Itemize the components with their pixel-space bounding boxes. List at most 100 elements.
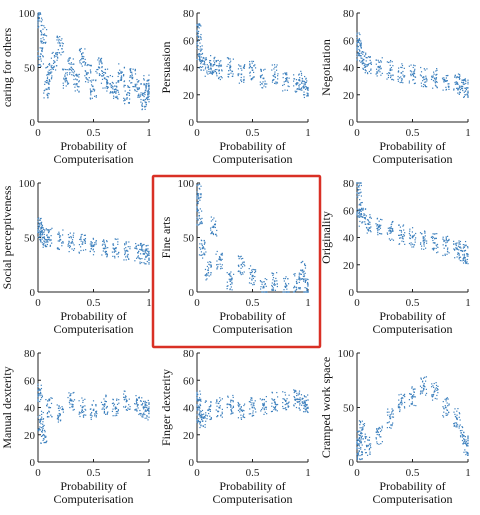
scatter-point-4-12-13 bbox=[299, 279, 301, 281]
scatter-point-1-6-2 bbox=[229, 64, 231, 66]
scatter-point-6-11-24 bbox=[138, 413, 140, 416]
scatter-point-7-4-7 bbox=[220, 415, 222, 417]
scatter-point-6-9-2 bbox=[112, 408, 114, 410]
point-8-1 bbox=[358, 450, 361, 452]
point-3-8 bbox=[103, 247, 106, 250]
scatter-point-4-3-12 bbox=[204, 274, 206, 276]
scatter-point-5-11-22 bbox=[455, 242, 457, 245]
scatter-point-2-2-23 bbox=[364, 63, 366, 65]
scatter-point-3-5-1 bbox=[72, 236, 74, 238]
scatter-point-7-7-11 bbox=[250, 397, 252, 399]
scatter-point-2-3-22 bbox=[365, 70, 367, 72]
scatter-point-7-1-19 bbox=[197, 406, 199, 409]
scatter-point-1-1-25 bbox=[196, 43, 198, 46]
scatter-point-0-17-2 bbox=[123, 73, 125, 76]
scatter-point-1-0-4 bbox=[197, 30, 200, 33]
scatter-point-0-9-3 bbox=[78, 81, 80, 83]
scatter-point-2-0-11 bbox=[358, 32, 360, 34]
scatter-point-2-2-2 bbox=[363, 64, 365, 67]
scatter-point-0-16-24 bbox=[113, 88, 115, 91]
x-axis-label-4: Probability of Computerisation bbox=[213, 309, 293, 336]
scatter-point-7-2-16 bbox=[199, 426, 201, 429]
scatter-point-4-6-14 bbox=[226, 272, 228, 274]
scatter-point-2-7-11 bbox=[410, 64, 412, 66]
scatter-point-8-13-5 bbox=[467, 436, 469, 438]
scatter-point-0-10-2 bbox=[83, 61, 85, 63]
point-7-5 bbox=[229, 403, 232, 406]
scatter-point-6-10-13 bbox=[128, 404, 130, 406]
scatter-point-4-8-24 bbox=[248, 267, 250, 270]
scatter-point-4-10-18 bbox=[276, 272, 278, 274]
scatter-point-2-10-21 bbox=[443, 79, 446, 81]
scatter-point-7-12-20 bbox=[298, 400, 300, 403]
scatter-point-1-12-23 bbox=[299, 83, 301, 86]
scatter-point-1-14-24 bbox=[303, 85, 305, 87]
scatter-point-6-9-11 bbox=[112, 402, 114, 404]
scatter-point-5-11-3 bbox=[456, 242, 458, 244]
scatter-point-0-10-5 bbox=[83, 61, 85, 63]
scatter-point-0-4-20 bbox=[48, 81, 50, 83]
scatter-point-0-2-21 bbox=[40, 40, 42, 42]
scatter-point-0-15-20 bbox=[110, 86, 112, 89]
scatter-point-0-15-25 bbox=[107, 76, 110, 78]
scatter-point-7-4-16 bbox=[221, 413, 223, 415]
scatter-point-5-4-3 bbox=[379, 227, 382, 229]
scatter-point-5-10-12 bbox=[443, 247, 445, 249]
point-0-10 bbox=[81, 55, 84, 58]
scatter-point-4-6-0 bbox=[231, 283, 233, 285]
scatter-point-1-11-16 bbox=[286, 89, 289, 91]
scatter-point-8-0-1 bbox=[359, 441, 362, 443]
scatter-point-6-3-15 bbox=[48, 416, 50, 418]
scatter-point-5-12-22 bbox=[458, 253, 460, 255]
scatter-point-7-5-14 bbox=[232, 412, 234, 414]
scatter-point-6-8-7 bbox=[104, 403, 106, 405]
scatter-point-4-0-25 bbox=[196, 191, 198, 193]
scatter-point-3-2-7 bbox=[43, 231, 45, 233]
scatter-point-7-9-4 bbox=[272, 406, 275, 408]
scatter-point-2-7-15 bbox=[408, 80, 411, 82]
scatter-point-0-18-2 bbox=[123, 100, 125, 102]
scatter-point-5-4-18 bbox=[378, 224, 381, 226]
scatter-point-8-12-14 bbox=[458, 425, 460, 427]
scatter-point-2-5-1 bbox=[392, 79, 395, 81]
scatter-point-3-1-22 bbox=[42, 232, 44, 234]
point-6-8 bbox=[103, 403, 106, 406]
scatter-point-1-6-16 bbox=[231, 70, 233, 72]
scatter-point-6-2-9 bbox=[45, 441, 47, 444]
point-3-3 bbox=[48, 236, 50, 239]
scatter-point-0-22-16 bbox=[147, 85, 149, 87]
scatter-point-2-9-14 bbox=[435, 78, 437, 80]
scatter-point-2-11-18 bbox=[458, 73, 461, 76]
scatter-point-3-7-19 bbox=[93, 251, 95, 253]
scatter-point-6-8-11 bbox=[106, 413, 108, 415]
scatter-point-0-9-22 bbox=[74, 90, 76, 92]
scatter-point-4-2-0 bbox=[204, 242, 206, 244]
scatter-point-3-3-18 bbox=[46, 234, 48, 236]
scatter-point-4-1-11 bbox=[198, 212, 200, 214]
scatter-point-5-0-15 bbox=[360, 191, 362, 193]
scatter-point-3-13-25 bbox=[145, 249, 148, 251]
scatter-point-3-11-13 bbox=[138, 257, 140, 259]
scatter-point-7-1-3 bbox=[201, 409, 204, 412]
scatter-point-8-4-12 bbox=[377, 431, 379, 433]
scatter-point-6-5-8 bbox=[72, 404, 74, 406]
scatter-point-2-9-23 bbox=[430, 78, 433, 81]
scatter-point-5-6-14 bbox=[403, 234, 405, 236]
scatter-point-1-10-21 bbox=[272, 79, 274, 81]
scatter-point-8-9-5 bbox=[431, 383, 433, 385]
scatter-point-1-9-11 bbox=[266, 83, 268, 85]
scatter-point-8-8-2 bbox=[422, 389, 425, 391]
scatter-point-1-13-5 bbox=[303, 86, 305, 88]
scatter-point-2-9-15 bbox=[432, 75, 434, 77]
scatter-point-6-5-14 bbox=[72, 392, 74, 394]
scatter-point-2-10-12 bbox=[447, 83, 449, 85]
scatter-point-8-9-4 bbox=[436, 394, 438, 397]
scatter-point-6-2-5 bbox=[40, 430, 43, 433]
scatter-point-0-3-21 bbox=[45, 79, 48, 82]
point-1-13 bbox=[301, 80, 304, 82]
scatter-point-1-14-18 bbox=[307, 94, 309, 96]
scatter-point-1-2-13 bbox=[199, 57, 201, 59]
scatter-point-0-1-3 bbox=[39, 53, 42, 55]
scatter-point-3-0-19 bbox=[40, 221, 43, 223]
scatter-point-3-12-18 bbox=[145, 252, 147, 254]
